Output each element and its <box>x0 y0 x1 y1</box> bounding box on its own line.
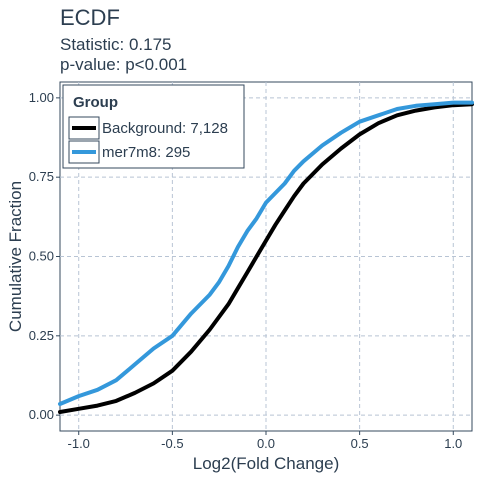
series-lines <box>58 100 474 414</box>
y-tick-label: 0.75 <box>29 169 54 184</box>
x-tick-label: 1.0 <box>444 436 462 451</box>
legend: Group Background: 7,128 mer7m8: 295 <box>62 84 245 169</box>
series-line-mer7m8 <box>58 100 474 406</box>
y-tick-label: 0.25 <box>29 328 54 343</box>
legend-entry-label: Background: 7,128 <box>102 120 228 137</box>
series-line-background <box>58 102 474 414</box>
legend-entry-label: mer7m8: 295 <box>102 144 190 161</box>
y-tick-label: 0.50 <box>29 249 54 264</box>
x-tick-label: -1.0 <box>68 436 90 451</box>
y-axis: 0.00 0.25 0.50 0.75 1.00 <box>29 90 60 422</box>
x-tick-label: 0.0 <box>257 436 275 451</box>
chart-subtitle-statistic: Statistic: 0.175 <box>60 35 172 54</box>
y-axis-label: Cumulative Fraction <box>6 181 25 332</box>
legend-title: Group <box>73 94 118 111</box>
x-tick-label: -0.5 <box>161 436 183 451</box>
chart-title: ECDF <box>60 5 120 30</box>
x-axis-label: Log2(Fold Change) <box>193 454 339 473</box>
x-tick-label: 0.5 <box>351 436 369 451</box>
y-tick-label: 1.00 <box>29 90 54 105</box>
x-axis: -1.0 -0.5 0.0 0.5 1.0 <box>68 431 462 451</box>
chart-subtitle-pvalue: p-value: p<0.001 <box>60 55 188 74</box>
y-tick-label: 0.00 <box>29 407 54 422</box>
